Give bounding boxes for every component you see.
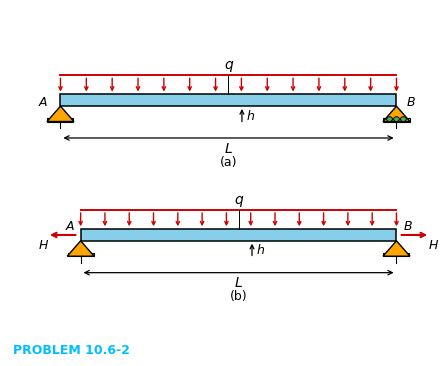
Text: h: h	[257, 244, 264, 257]
Circle shape	[394, 117, 400, 122]
Circle shape	[401, 117, 406, 122]
Text: q: q	[234, 193, 243, 207]
Polygon shape	[47, 106, 74, 122]
Text: (b): (b)	[230, 290, 247, 303]
Text: B: B	[403, 220, 412, 233]
Text: H: H	[39, 239, 48, 252]
Bar	[383, 118, 410, 122]
Polygon shape	[383, 241, 410, 256]
Bar	[60, 94, 396, 106]
Text: PROBLEM 10.6-2: PROBLEM 10.6-2	[13, 344, 130, 357]
Text: q: q	[224, 59, 233, 72]
Text: L: L	[224, 142, 233, 156]
Text: L: L	[235, 276, 242, 290]
Polygon shape	[67, 241, 94, 256]
Circle shape	[387, 117, 392, 122]
Text: H: H	[429, 239, 438, 252]
Text: B: B	[406, 96, 415, 109]
Text: (a): (a)	[220, 156, 237, 169]
Text: h: h	[246, 110, 254, 123]
Bar	[68, 253, 94, 256]
Text: A: A	[65, 220, 74, 233]
Polygon shape	[383, 106, 410, 122]
Bar	[383, 253, 409, 256]
Text: A: A	[39, 96, 47, 109]
Bar	[81, 229, 396, 241]
Bar	[47, 118, 73, 122]
